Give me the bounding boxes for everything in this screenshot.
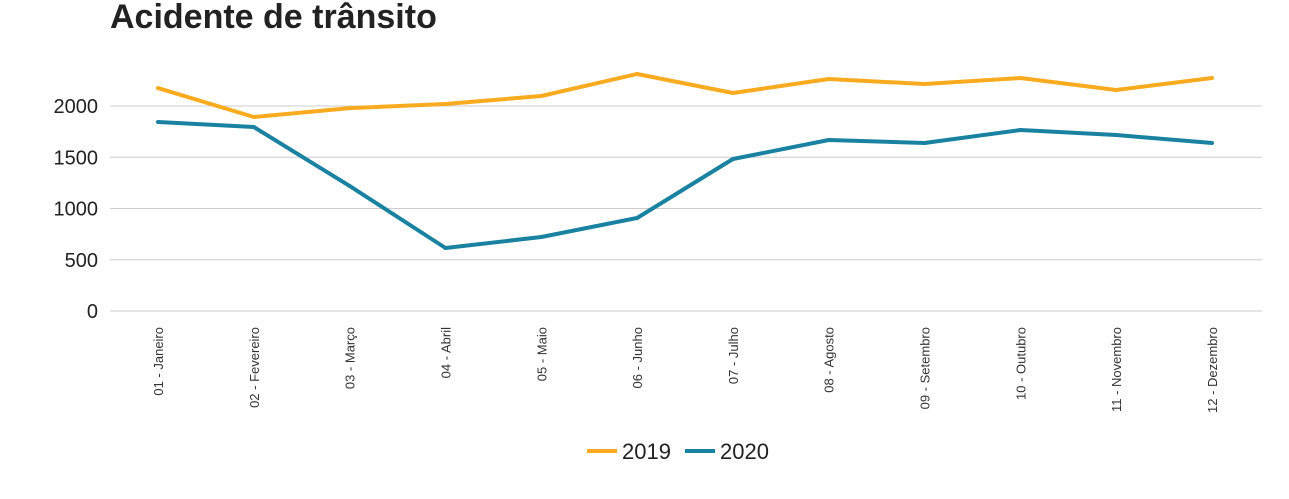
data-point — [1018, 76, 1023, 81]
x-tick-label: 11 - Novembro — [1109, 327, 1124, 412]
data-point — [1114, 88, 1119, 93]
series-line-2020 — [157, 120, 1213, 250]
data-point — [922, 141, 927, 146]
x-tick-label: 07 - Julho — [726, 327, 741, 384]
data-point — [1018, 127, 1023, 132]
data-point — [156, 86, 160, 91]
y-tick-label: 500 — [65, 250, 98, 272]
data-point — [826, 138, 831, 143]
x-tick-label: 01 - Janeiro — [151, 327, 166, 396]
y-tick-label: 1000 — [54, 199, 99, 221]
data-point — [922, 81, 927, 86]
y-axis-ticks: 0 500 1000 1500 2000 — [54, 96, 99, 323]
x-tick-label: 08 - Agosto — [822, 327, 837, 393]
data-point — [635, 216, 640, 221]
legend-label: 2019 — [622, 439, 671, 464]
series-lines — [156, 72, 1214, 250]
data-point — [251, 125, 256, 130]
x-axis-ticks: 01 - Janeiro 02 - Fevereiro 03 - Março 04 -… — [151, 327, 1220, 413]
data-point — [730, 156, 735, 161]
chart-title: Acidente de trânsito — [110, 0, 437, 36]
x-tick-label: 09 - Setembro — [918, 327, 933, 409]
x-tick-label: 05 - Maio — [534, 327, 549, 381]
data-point — [635, 72, 640, 77]
data-point — [156, 119, 160, 124]
legend-label: 2020 — [720, 439, 769, 464]
data-point — [443, 245, 448, 250]
data-point — [251, 114, 256, 119]
data-point — [539, 234, 544, 239]
y-tick-label: 2000 — [54, 96, 99, 118]
data-point — [1210, 76, 1214, 81]
gridlines — [110, 105, 1262, 312]
y-tick-label: 0 — [87, 301, 98, 323]
x-tick-label: 03 - Março — [343, 327, 358, 389]
x-tick-label: 06 - Junho — [630, 327, 645, 388]
x-tick-label: 02 - Fevereiro — [247, 327, 262, 408]
x-tick-label: 04 - Abril — [438, 327, 453, 378]
data-point — [1114, 133, 1119, 138]
data-point — [347, 106, 352, 111]
data-point — [347, 183, 352, 188]
data-point — [730, 90, 735, 95]
data-point — [539, 93, 544, 98]
legend: 2019 2020 — [587, 439, 769, 464]
data-point — [1210, 141, 1214, 146]
y-tick-label: 1500 — [54, 147, 99, 169]
data-point — [826, 77, 831, 82]
x-tick-label: 10 - Outubro — [1013, 327, 1028, 400]
data-point — [443, 101, 448, 106]
series-line-2019 — [157, 72, 1213, 119]
x-tick-label: 12 - Dezembro — [1205, 327, 1220, 413]
